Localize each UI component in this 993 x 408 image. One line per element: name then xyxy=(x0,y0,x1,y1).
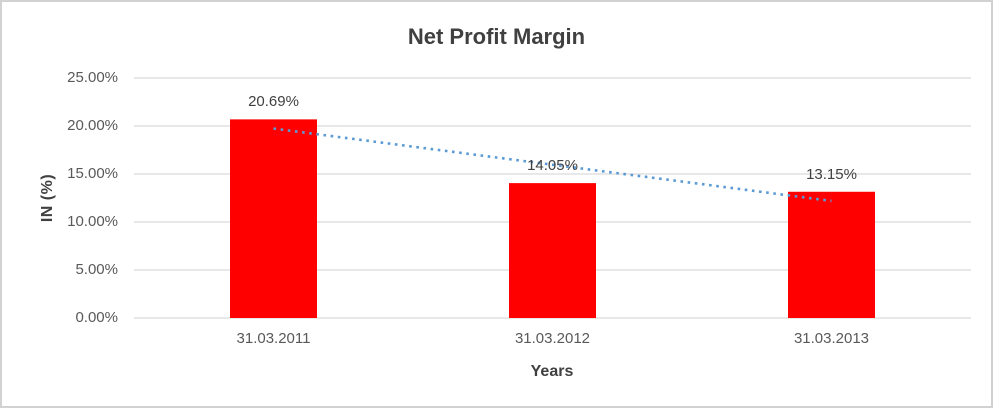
y-axis-tick-label: 25.00% xyxy=(67,69,118,86)
y-axis-tick-label: 10.00% xyxy=(67,213,118,230)
x-axis-title: Years xyxy=(530,363,574,380)
x-axis-tick-label: 31.03.2013 xyxy=(793,330,870,347)
y-axis-tick-label: 20.00% xyxy=(67,117,118,134)
y-axis-tick-label: 5.00% xyxy=(75,261,118,278)
x-axis-tick-label: 31.03.2011 xyxy=(236,330,311,347)
chart-title: Net Profit Margin xyxy=(407,24,586,49)
bar-31.03.2011 xyxy=(230,119,317,318)
bar-data-label: 14.05% xyxy=(527,157,578,175)
bar-31.03.2013 xyxy=(788,191,875,318)
trendline xyxy=(273,127,832,203)
x-axis-tick-label: 31.03.2012 xyxy=(514,330,591,347)
y-axis-tick-label: 0.00% xyxy=(75,309,118,326)
bar-data-label: 20.69% xyxy=(248,93,299,111)
bar-data-label: 13.15% xyxy=(806,165,857,183)
bar-31.03.2012 xyxy=(509,183,596,318)
y-axis-tick-label: 15.00% xyxy=(67,165,118,182)
